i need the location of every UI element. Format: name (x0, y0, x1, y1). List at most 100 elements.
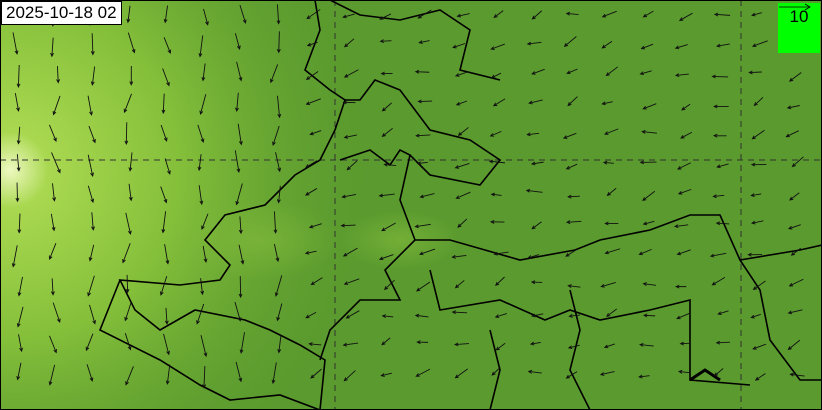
wind-arrow (750, 162, 767, 167)
wind-arrow (378, 193, 395, 198)
wind-arrow (680, 131, 693, 139)
wind-arrow (601, 10, 617, 18)
wind-arrow (415, 368, 431, 377)
wind-arrow (751, 220, 764, 225)
wind-arrow (787, 224, 801, 230)
wind-arrow (306, 41, 318, 47)
wind-arrow (236, 61, 243, 82)
wind-arrow (753, 97, 764, 107)
wind-arrow (488, 159, 506, 164)
wind-arrow (340, 223, 356, 228)
wind-arrow (343, 38, 355, 48)
wind-arrow (451, 310, 468, 315)
boundary (339, 79, 502, 186)
wind-arrow (234, 150, 241, 174)
wind-arrow (48, 364, 56, 386)
wind-arrow (238, 244, 245, 265)
boundary (319, 239, 416, 361)
wind-arrow (417, 99, 433, 104)
wind-arrow (674, 224, 689, 229)
wind-arrow (379, 13, 392, 20)
wind-arrow (527, 254, 540, 259)
wind-arrow (381, 127, 393, 138)
wind-arrow (490, 219, 505, 224)
boundaries (98, 0, 822, 410)
legend-arrow-icon (779, 3, 811, 11)
wind-arrow (380, 71, 393, 76)
wind-arrow (275, 152, 282, 173)
wind-arrow (639, 160, 657, 165)
wind-arrow (713, 368, 724, 377)
wind-arrow (198, 35, 204, 58)
wind-arrow (527, 369, 542, 374)
wind-arrow (309, 130, 322, 136)
field-patch (180, 200, 340, 280)
wind-arrow (383, 162, 397, 167)
wind-arrow (531, 221, 542, 230)
wind-arrow (276, 185, 281, 204)
wind-arrow (306, 9, 321, 20)
wind-arrow (310, 368, 322, 379)
wind-arrow (605, 66, 619, 77)
wind-arrow (276, 31, 281, 54)
wind-arrow (310, 277, 323, 286)
boundary (429, 269, 751, 386)
wind-arrow (489, 130, 502, 137)
wind-arrow (304, 188, 318, 196)
wind-arrow (163, 333, 170, 356)
wind-arrow (276, 4, 281, 25)
wind-arrow (526, 41, 542, 46)
wind-arrow (789, 192, 800, 201)
wind-arrow (418, 40, 430, 45)
wind-arrow (752, 280, 766, 290)
wind-arrow (750, 193, 762, 197)
wind-arrow (711, 74, 729, 79)
coastline (98, 279, 321, 410)
wind-arrow (454, 368, 469, 379)
wind-arrow (16, 362, 22, 381)
wind-arrow (50, 213, 56, 232)
wind-arrow (50, 37, 55, 58)
wind-arrow (717, 310, 729, 316)
wind-arrow (16, 126, 21, 145)
wind-arrow (383, 279, 395, 291)
boundary (489, 329, 501, 410)
wind-arrow (15, 182, 20, 203)
wind-arrow (201, 213, 209, 231)
wind-arrow (305, 311, 317, 319)
wind-arrow (200, 278, 205, 296)
wind-arrow (494, 313, 507, 318)
wind-arrow (160, 186, 168, 204)
wind-arrow (52, 95, 61, 116)
wind-arrow (11, 245, 18, 268)
wind-arrow (49, 335, 57, 354)
wind-arrow (342, 342, 359, 347)
wind-arrow (273, 211, 278, 234)
wind-arrow (599, 371, 615, 376)
wind-arrow (381, 102, 392, 112)
wind-arrow (50, 278, 55, 296)
wind-arrow (751, 40, 768, 48)
wind-arrow (161, 93, 166, 115)
wind-arrow (416, 281, 431, 292)
wind-arrow (495, 342, 506, 351)
wind-arrow (526, 132, 540, 137)
wind-scale-legend: 10 (778, 3, 820, 53)
wind-arrow (91, 212, 95, 231)
wind-arrow (419, 248, 436, 256)
wind-arrow (715, 340, 730, 345)
wind-arrow (791, 156, 804, 168)
wind-arrow (162, 68, 170, 87)
wind-arrow (414, 313, 429, 318)
wind-arrow (642, 10, 654, 18)
wind-arrow (234, 301, 242, 322)
wind-arrow (305, 98, 321, 105)
wind-arrow (457, 127, 469, 136)
wind-arrow (305, 71, 319, 80)
wind-arrow (345, 310, 360, 319)
wind-arrow (525, 188, 543, 193)
wind-arrow (346, 160, 358, 171)
wind-arrow (456, 13, 470, 18)
